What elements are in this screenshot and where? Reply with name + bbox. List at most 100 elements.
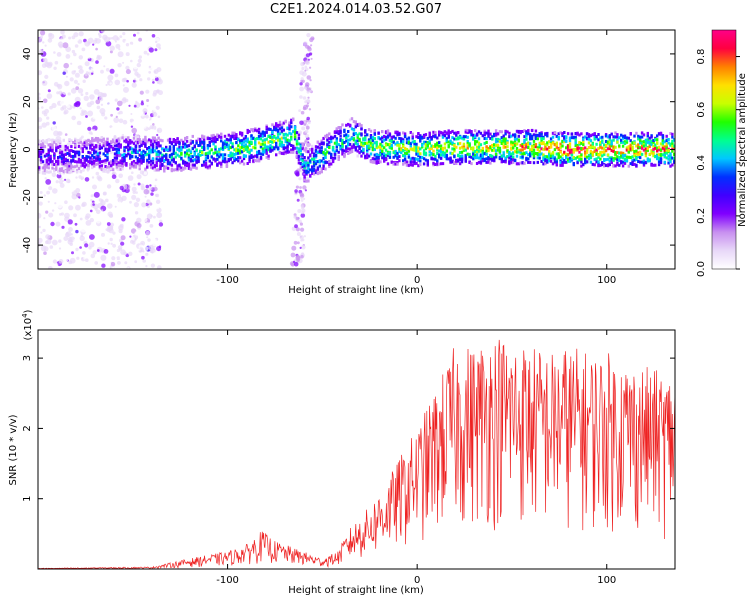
heatmap-cell <box>153 108 157 112</box>
heatmap-cell <box>540 152 543 156</box>
heatmap-cell <box>74 44 79 48</box>
heatmap-cell <box>137 182 141 186</box>
heatmap-cell <box>472 148 475 152</box>
heatmap-cell <box>282 146 285 150</box>
heatmap-cell <box>316 140 320 144</box>
heatmap-cell <box>635 163 638 167</box>
heatmap-cell <box>487 149 490 153</box>
heatmap-cell <box>178 147 181 151</box>
heatmap-cell <box>136 62 141 68</box>
heatmap-cell <box>113 152 117 156</box>
heatmap-cell <box>115 162 119 166</box>
heatmap-cell <box>51 166 54 170</box>
heatmap-cell <box>82 110 88 116</box>
heatmap-cell <box>352 138 356 142</box>
heatmap-cell <box>358 132 361 136</box>
heatmap-cell <box>640 131 644 135</box>
heatmap-cell <box>504 129 507 133</box>
heatmap-cell <box>307 96 310 99</box>
heatmap-cell <box>485 131 488 135</box>
heatmap-cell <box>282 121 285 125</box>
heatmap-cell <box>96 139 100 143</box>
heatmap-cell <box>559 142 562 146</box>
heatmap-cell <box>337 132 340 136</box>
heatmap-cell <box>184 145 187 149</box>
heatmap-cell <box>82 251 86 255</box>
heatmap-cell <box>661 153 665 157</box>
heatmap-cell <box>439 150 443 153</box>
heatmap-cell <box>500 139 503 143</box>
heatmap-cell <box>72 87 75 90</box>
heatmap-cell <box>574 148 577 151</box>
heatmap-cell <box>506 149 509 153</box>
heatmap-cell <box>87 163 90 167</box>
heatmap-cell <box>415 152 418 156</box>
heatmap-cell <box>133 202 139 208</box>
heatmap-cell <box>113 147 117 151</box>
heatmap-cell <box>136 150 139 154</box>
heatmap-cell <box>335 139 338 143</box>
heatmap-cell <box>312 172 316 176</box>
heatmap-cell <box>290 137 293 141</box>
heatmap-cell <box>242 157 246 161</box>
heatmap-cell <box>517 148 520 152</box>
heatmap-cell <box>377 157 380 161</box>
heatmap-cell <box>494 152 498 156</box>
heatmap-cell <box>60 150 64 154</box>
heatmap-cell <box>352 143 356 147</box>
heatmap-cell <box>51 160 54 164</box>
heatmap-cell <box>335 137 338 141</box>
heatmap-cell <box>284 132 287 136</box>
heatmap-cell <box>94 144 98 148</box>
heatmap-cell <box>42 41 45 44</box>
heatmap-cell <box>475 153 479 157</box>
heatmap-cell <box>105 126 109 130</box>
heatmap-cell <box>303 169 306 173</box>
heatmap-cell <box>669 155 672 159</box>
heatmap-cell <box>161 162 164 166</box>
heatmap-cell <box>379 146 382 150</box>
heatmap-cell <box>532 154 536 158</box>
heatmap-cell <box>504 156 507 160</box>
heatmap-cell <box>673 144 675 148</box>
heatmap-cell <box>292 260 296 263</box>
heatmap-cell <box>109 62 113 65</box>
heatmap-cell <box>141 202 147 208</box>
heatmap-cell <box>144 73 148 77</box>
heatmap-cell <box>324 135 327 139</box>
heatmap-cell <box>559 155 562 159</box>
heatmap-cell <box>216 163 219 167</box>
heatmap-cell <box>109 237 113 242</box>
heatmap-cell <box>384 143 388 147</box>
heatmap-cell <box>263 140 266 144</box>
heatmap-cell <box>227 133 230 137</box>
heatmap-cell <box>574 144 577 147</box>
heatmap-cell <box>381 130 384 133</box>
heatmap-cell <box>142 138 145 142</box>
heatmap-cell <box>265 155 268 159</box>
heatmap-cell <box>439 131 443 135</box>
heatmap-cell <box>208 164 211 168</box>
heatmap-cell <box>275 153 278 157</box>
heatmap-cell <box>146 199 151 204</box>
heatmap-cell <box>487 132 490 136</box>
heatmap-cell <box>252 155 255 159</box>
heatmap-cell <box>377 131 380 135</box>
heatmap-cell <box>267 148 270 152</box>
heatmap-cell <box>41 80 48 86</box>
heatmap-cell <box>102 178 105 181</box>
heatmap-cell <box>455 131 458 135</box>
heatmap-cell <box>316 172 320 176</box>
heatmap-cell <box>113 136 117 140</box>
heatmap-cell <box>358 123 361 127</box>
heatmap-cell <box>438 153 441 157</box>
heatmap-cell <box>525 151 528 155</box>
heatmap-cell <box>165 155 168 159</box>
heatmap-cell <box>324 167 327 171</box>
heatmap-cell <box>180 148 183 152</box>
heatmap-cell <box>304 129 309 134</box>
heatmap-cell <box>445 131 448 135</box>
heatmap-cell <box>601 135 604 139</box>
heatmap-cell <box>430 157 433 161</box>
heatmap-cell <box>62 71 66 75</box>
